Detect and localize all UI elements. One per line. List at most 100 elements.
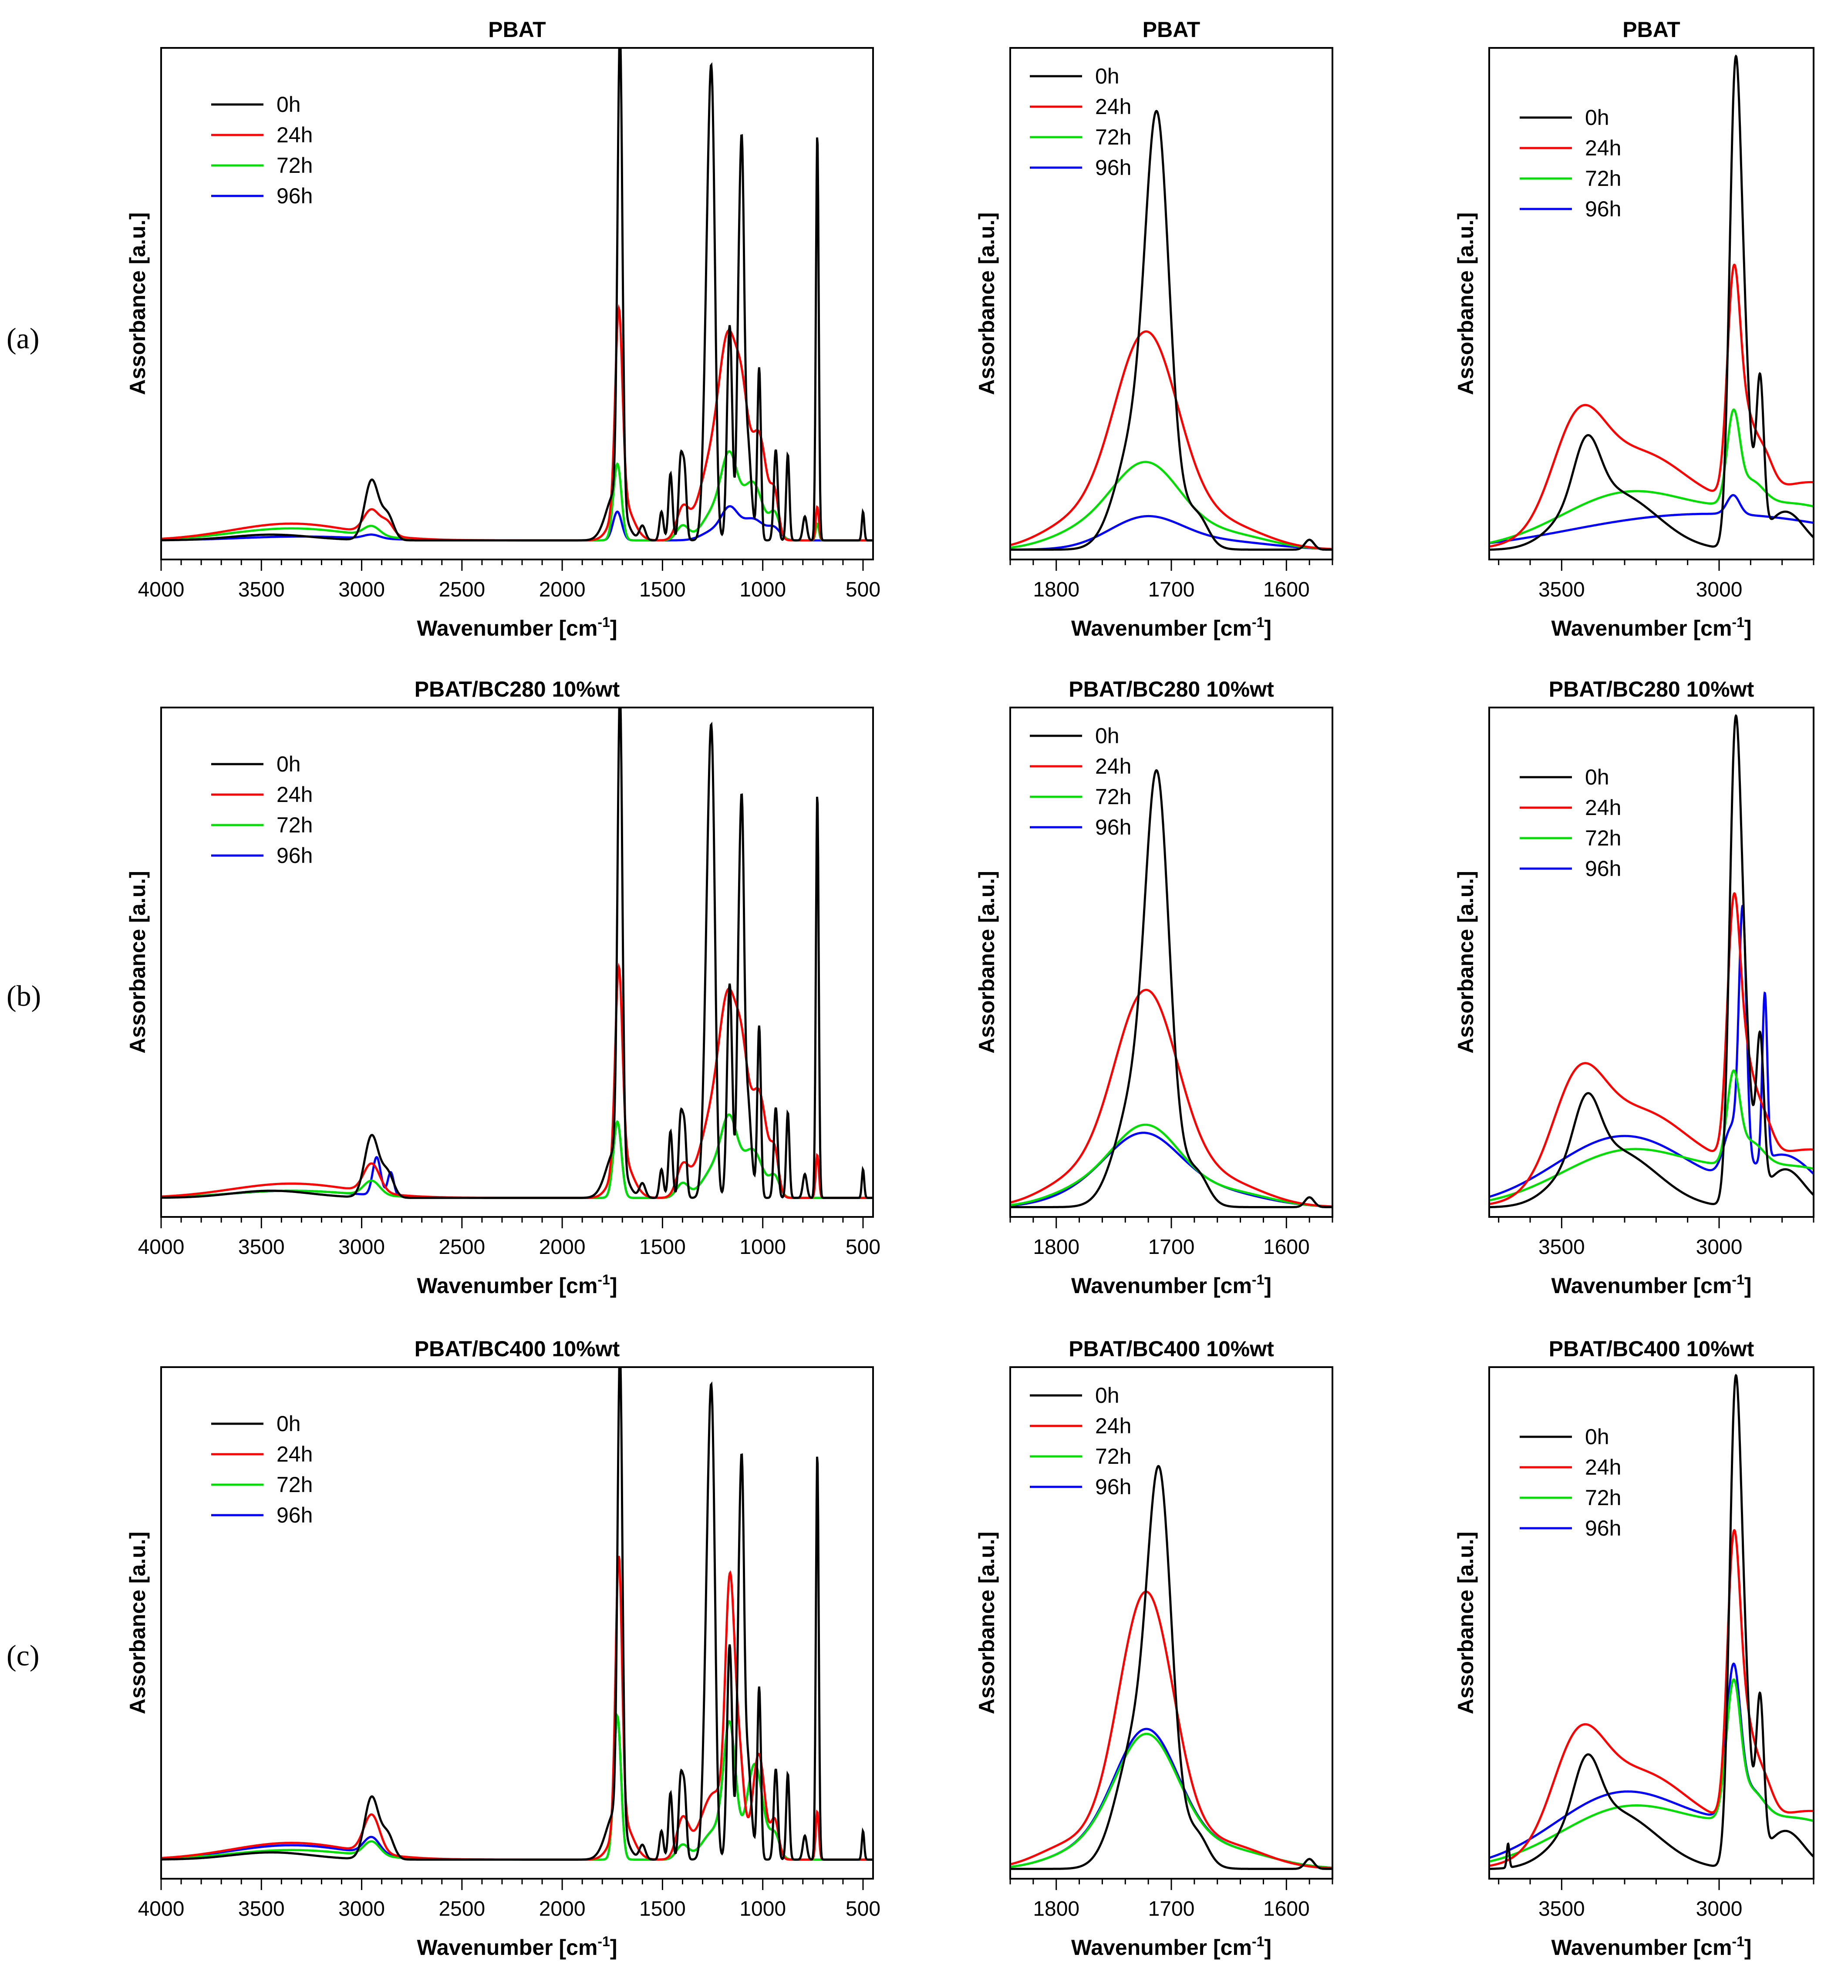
x-axis-label: Wavenumber [cm-1] [1071,614,1271,640]
x-axis-label-main: Wavenumber [cm [1071,1274,1252,1298]
legend-label-72h: 72h [277,1472,313,1497]
series-line-96h [1010,515,1332,551]
x-tick-label: 3000 [1696,1897,1743,1921]
series-line-72h [1489,1678,1814,1863]
x-axis-label: Wavenumber [cm-1] [417,1934,617,1960]
series-line-24h [161,1556,873,1861]
plot-frame [160,707,874,1218]
legend: 0h 24h 72h 96h [1520,765,1621,881]
series-line-96h [1489,905,1814,1198]
series-line-72h [1489,408,1814,544]
x-axis-label-superscript: -1 [597,1272,610,1287]
x-axis-label-main: Wavenumber [cm [1551,616,1732,640]
legend-label-72h: 72h [277,813,313,837]
plot-frame [1488,707,1814,1218]
series-line-0h [1010,769,1332,1208]
panel-3-2: 1800 1700 1600 PBAT/BC400 10%wt Assorbance [… [975,1337,1333,1960]
x-tick-label: 1600 [1263,1236,1310,1259]
x-tick-label: 1700 [1148,1897,1195,1921]
plot-frame [1488,1366,1814,1880]
legend-label-24h: 24h [277,123,313,147]
y-axis-label: Assorbance [a.u.] [975,871,999,1054]
series-line-0h [161,708,873,1199]
legend-label-0h: 0h [277,92,301,117]
x-axis-label-superscript: -1 [597,614,610,630]
x-axis-label: Wavenumber [cm-1] [1551,1272,1751,1298]
x-axis-label-close: ] [1264,1935,1271,1960]
legend-label-0h: 0h [1585,105,1609,130]
legend-label-24h: 24h [1585,1455,1621,1479]
series-line-72h [1489,1069,1814,1202]
panel-1-1: 4000 3500 3000 2500 2000 1500 1000 500 PBAT Assor… [125,17,880,640]
series-line-24h [1489,1529,1814,1867]
panel-1-3: 3500 3000 PBAT Assorbance [a.u.] Wavenumber … [1453,17,1814,640]
legend-label-24h: 24h [277,1442,313,1466]
series-line-72h [1010,1123,1332,1208]
row-label-b: (b) [7,979,41,1012]
plot-frame [1488,47,1814,560]
panel-title: PBAT [1143,17,1200,42]
legend-label-24h: 24h [1585,136,1621,160]
legend-label-0h: 0h [277,1412,301,1436]
x-axis-label-superscript: -1 [1252,1934,1264,1949]
x-tick-label: 3000 [338,578,385,601]
x-tick-label: 1700 [1148,578,1195,601]
legend-label-96h: 96h [1095,155,1131,180]
series-line-24h [1489,892,1814,1205]
panel-title: PBAT/BC280 10%wt [1069,677,1274,701]
legend-label-24h: 24h [277,782,313,807]
panel-1-2: 1800 1700 1600 PBAT Assorbance [a.u.] Wavenum… [975,17,1333,640]
x-axis-label-close: ] [1264,1274,1271,1298]
x-tick-label: 1700 [1148,1236,1195,1259]
x-tick-label: 1500 [639,578,686,601]
y-axis-label: Assorbance [a.u.] [1453,871,1478,1054]
series-line-0h [161,1367,873,1861]
x-tick-label: 500 [846,1236,880,1259]
x-tick-label: 500 [846,578,880,601]
x-tick-label: 3500 [1538,1236,1585,1259]
legend-label-0h: 0h [1095,1383,1120,1408]
plot-frame [160,1366,874,1880]
x-axis-label: Wavenumber [cm-1] [417,614,617,640]
x-tick-label: 3000 [1696,1236,1743,1259]
legend-label-72h: 72h [1095,125,1131,149]
series-line-0h [1489,1374,1814,1870]
legend-label-96h: 96h [277,184,313,208]
legend-label-96h: 96h [277,843,313,868]
legend-label-0h: 0h [1095,724,1120,748]
legend-label-0h: 0h [1585,1425,1609,1449]
y-axis-label: Assorbance [a.u.] [975,1532,999,1715]
legend-label-96h: 96h [1585,197,1621,221]
x-axis-label: Wavenumber [cm-1] [417,1272,617,1298]
series-line-24h [161,963,873,1199]
series-line-0h [1489,54,1814,551]
x-axis-label-main: Wavenumber [cm [417,1935,597,1960]
x-axis-label-superscript: -1 [597,1934,610,1949]
legend-label-96h: 96h [1585,1516,1621,1540]
legend-label-24h: 24h [1095,94,1131,119]
x-tick-label: 1600 [1263,578,1310,601]
series-line-24h [1010,1590,1332,1870]
legend: 0h 24h 72h 96h [1030,1383,1131,1499]
series-line-96h [1489,494,1814,544]
legend: 0h 24h 72h 96h [1030,64,1131,180]
series-line-24h [1010,989,1332,1208]
x-axis-label-main: Wavenumber [cm [1071,616,1252,640]
legend-label-72h: 72h [1585,166,1621,191]
x-tick-label: 2000 [539,578,586,601]
x-axis-label-close: ] [610,1274,617,1298]
x-tick-label: 3000 [1696,578,1743,601]
x-tick-label: 2500 [438,578,485,601]
legend-label-96h: 96h [1095,815,1131,839]
x-tick-label: 1600 [1263,1897,1310,1921]
x-tick-label: 3500 [238,1236,285,1259]
legend-label-96h: 96h [1585,856,1621,881]
x-tick-label: 1000 [739,1236,786,1259]
series-line-24h [161,304,873,542]
x-axis-label-close: ] [1264,616,1271,640]
panel-2-1: 4000 3500 3000 2500 2000 1500 1000 500 PBAT/BC28… [125,677,880,1298]
row-label-c: (c) [7,1639,39,1672]
series-line-96h [161,1713,873,1861]
legend-label-24h: 24h [1585,795,1621,820]
